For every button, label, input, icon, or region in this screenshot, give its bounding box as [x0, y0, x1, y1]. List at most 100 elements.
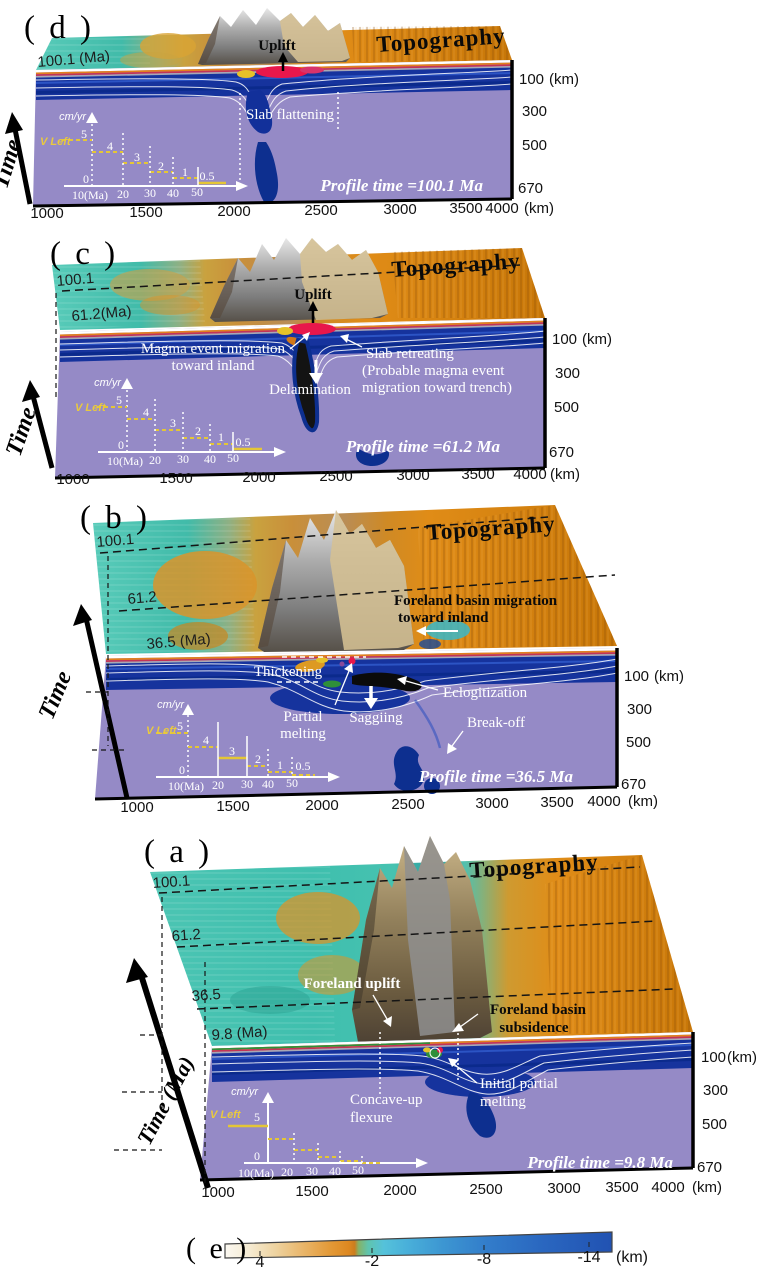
panel-a-depth-unit: (km)	[727, 1049, 757, 1066]
panel-b-inset-v2: 2	[255, 752, 261, 766]
panel-d-inset-vleft: V Left	[40, 136, 72, 148]
panel-b-sagging-arrow	[364, 686, 378, 709]
panel-b-eclogitization-arrow	[397, 676, 439, 691]
panel-c-magma-patch	[288, 323, 336, 335]
panel-d-flat-slab	[245, 90, 273, 134]
panel-a-inset-x10: 10(Ma)	[238, 1166, 274, 1180]
panel-b-foreland-l1: Foreland basin migration	[394, 593, 558, 609]
panel-a-time-36: 36.5	[191, 986, 221, 1005]
panel-b-eclogitization-label: Eclogitization	[443, 685, 528, 701]
panel-c-gold-patch	[110, 269, 190, 301]
panel-b-breakoff-arrow	[447, 730, 464, 754]
colorbar-value--2: -2	[365, 1253, 379, 1268]
panel-b-x-1000: 1000	[120, 799, 153, 816]
panel-d-velocity-inset	[62, 112, 248, 191]
panel-c-inset-v1: 1	[218, 430, 224, 444]
panel-d-slab-flattening-label: Slab flattening	[246, 107, 334, 123]
panel-a-cross-section	[199, 1028, 695, 1182]
panel-b-foreland-l2: toward inland	[398, 610, 489, 626]
colorbar-label: ( e )	[186, 1232, 249, 1265]
panel-c-cross-section	[54, 318, 547, 480]
panel-d-cross-section	[32, 60, 514, 208]
panel-d-inset-v5: 5	[81, 127, 87, 141]
panel-a-label: ( a )	[144, 834, 212, 870]
panel-a-mountain-gray	[404, 836, 455, 1036]
panel-c-x-3000: 3000	[396, 467, 429, 484]
panel-b-red-dot	[348, 657, 356, 665]
panel-b-inset-ylabel: cm/yr	[157, 699, 185, 711]
panel-c-x-unit: (km)	[550, 466, 580, 483]
panel-d-uplift-label: Uplift	[258, 38, 296, 54]
panel-c-inset-v3: 3	[170, 416, 176, 430]
panel-d-surface-time: 100.1 (Ma)	[37, 48, 111, 71]
panel-a-melt-ring	[429, 1047, 441, 1059]
panel-b-sagging-bulge	[270, 682, 410, 714]
panel-d-profile-time: Profile time =100.1 Ma	[319, 176, 483, 195]
panel-c-uplift-label: Uplift	[294, 287, 332, 303]
panel-a-subsidence-arrow	[452, 1013, 479, 1032]
panel-d-inset-x40: 40	[167, 186, 179, 200]
panel-d-uplift-arrow	[278, 52, 288, 71]
panel-b-timeline-61	[118, 574, 616, 612]
panel-a-inset-x40: 40	[329, 1164, 341, 1178]
panel-a-timeline-61	[176, 920, 657, 948]
panel-c-x-2000: 2000	[242, 469, 275, 486]
colorbar-value--8: -8	[477, 1251, 491, 1268]
colorbar-gradient-bar	[224, 1231, 613, 1259]
panel-b-purple-dot	[339, 661, 345, 667]
panel-d-x-unit: (km)	[524, 200, 554, 217]
panel-b-time-axis-label: Time	[34, 667, 78, 723]
colorbar-value--14: -14	[577, 1249, 600, 1266]
panel-c-inset-v05: 0.5	[236, 435, 251, 449]
panel-d-inset-v2: 2	[158, 159, 164, 173]
panel-a-time-61: 61.2	[171, 926, 201, 945]
panel-c-time-axis-label: Time	[1, 404, 42, 460]
panel-a-flexure-bulge	[425, 1067, 535, 1097]
panel-b-orange-patch2	[168, 622, 228, 650]
panel-b-partial-l2: melting	[280, 726, 326, 742]
panel-c-uplift-arrow	[308, 301, 318, 323]
panel-d-gold-patch2	[120, 52, 180, 68]
panel-c-profile-time: Profile time =61.2 Ma	[345, 437, 501, 456]
panel-d-inset-x50: 50	[191, 185, 203, 199]
panel-c-deep-blob	[355, 448, 390, 466]
panel-b-time-100: 100.1	[96, 531, 135, 551]
panel-b-mountain-tan	[330, 510, 414, 650]
panel-c-slab-l3: migration toward trench)	[362, 380, 512, 396]
panel-c-inset-v2: 2	[195, 424, 201, 438]
panel-a-melt-dot	[437, 1047, 443, 1053]
panel-c-inset-x50: 50	[227, 451, 239, 465]
panel-c-label: ( c )	[50, 236, 118, 272]
panel-d-depth-500: 500	[522, 137, 547, 154]
panel-d-label: ( d )	[24, 10, 94, 46]
panel-a-time-9: 9.8 (Ma)	[211, 1023, 268, 1044]
panel-a-depth-670: 670	[697, 1159, 722, 1176]
panel-a-x-1000: 1000	[201, 1184, 234, 1201]
panel-a-fb-l2: subsidence	[499, 1020, 569, 1036]
panel-c-depth-300: 300	[555, 365, 580, 382]
panel-c-time-61: 61.2(Ma)	[71, 303, 132, 325]
panel-a-topography-surface	[150, 836, 693, 1046]
panel-b-profile-time: Profile time =36.5 Ma	[418, 767, 574, 786]
panel-a-x-3000: 3000	[547, 1180, 580, 1197]
panel-b-basin-blue	[419, 639, 441, 649]
panel-c-x-4000: 4000	[513, 466, 546, 483]
panel-c-inset-v4: 4	[143, 405, 149, 419]
panel-b-yellow-dot	[316, 657, 328, 663]
panel-a-inset-x30: 30	[306, 1164, 318, 1178]
panel-a-x-2500: 2500	[469, 1181, 502, 1198]
panel-c-inset-x20: 20	[149, 453, 161, 467]
panel-d-mountain-tan	[280, 13, 350, 62]
panel-c-inset-origin: 0	[118, 438, 124, 452]
panel-d-x-axis	[32, 197, 513, 208]
panel-b-x-3500: 3500	[540, 794, 573, 811]
panel-a-concave-l1: Concave-up	[350, 1092, 422, 1108]
panel-c-delamination-label: Delamination	[269, 382, 351, 398]
panel-b-inset-v1: 1	[277, 758, 283, 772]
panel-b-topography-surface	[93, 505, 617, 654]
panel-b-x-axis	[94, 785, 618, 801]
panel-d-x-3000: 3000	[383, 201, 416, 218]
panel-c-depth-unit: (km)	[582, 331, 612, 348]
colorbar-unit: (km)	[616, 1249, 648, 1266]
